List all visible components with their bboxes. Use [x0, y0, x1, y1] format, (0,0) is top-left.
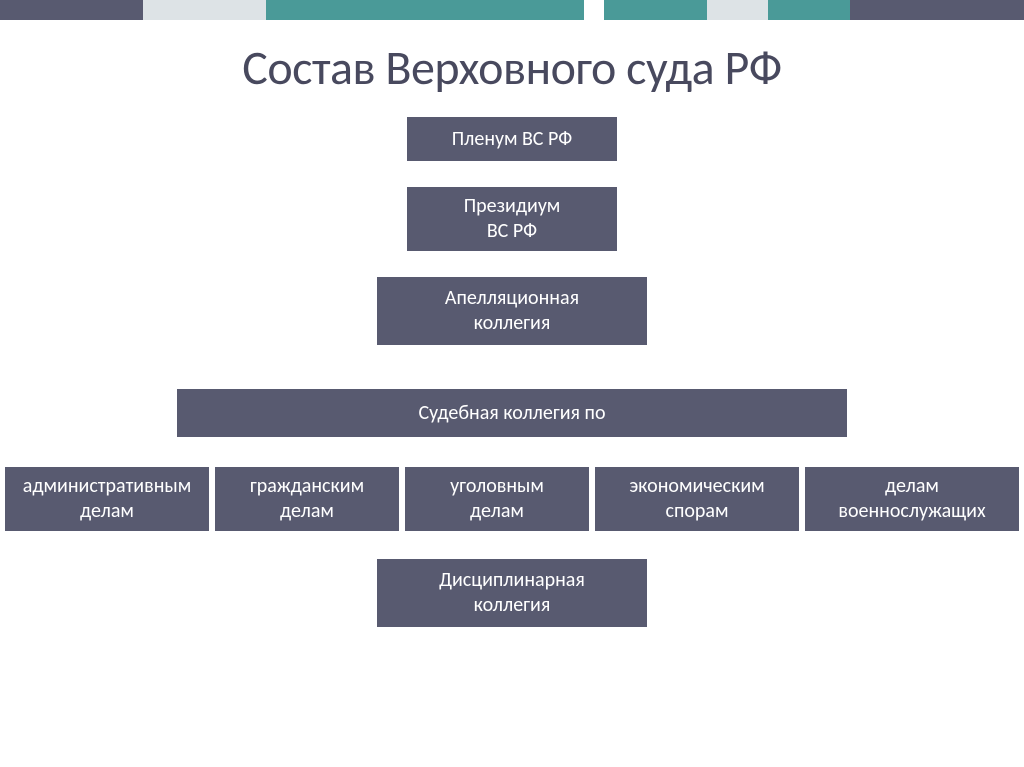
border-segment: [584, 0, 604, 20]
border-segment: [0, 0, 143, 20]
box-presidium: ПрезидиумВС РФ: [406, 186, 618, 252]
border-segment: [850, 0, 1024, 20]
box-appeal-label: Апелляционнаяколлегия: [445, 286, 579, 336]
collegium-cells-row: административнымделам гражданскимделам уго…: [4, 466, 1020, 532]
collegium-cell: уголовнымделам: [404, 466, 590, 532]
collegium-cell-label: экономическимспорам: [629, 474, 764, 524]
border-segment: [707, 0, 768, 20]
collegium-cell: гражданскимделам: [214, 466, 400, 532]
collegium-cell: административнымделам: [4, 466, 210, 532]
box-presidium-label: ПрезидиумВС РФ: [464, 194, 561, 244]
box-disciplinary-label: Дисциплинарнаяколлегия: [439, 568, 585, 618]
border-segment: [143, 0, 266, 20]
box-disciplinary: Дисциплинарнаяколлегия: [376, 558, 648, 628]
border-segment: [266, 0, 583, 20]
box-appeal: Апелляционнаяколлегия: [376, 276, 648, 346]
box-plenum-label: Пленум ВС РФ: [452, 127, 573, 152]
collegium-cell: деламвоеннослужащих: [804, 466, 1020, 532]
slide-title: Состав Верховного суда РФ: [0, 38, 1024, 97]
slide: Состав Верховного суда РФ Пленум ВС РФ П…: [0, 0, 1024, 767]
collegium-cell-label: уголовнымделам: [450, 474, 544, 524]
collegium-cell: экономическимспорам: [594, 466, 800, 532]
border-segment: [768, 0, 850, 20]
collegium-cell-label: административнымделам: [23, 474, 192, 524]
collegium-cell-label: деламвоеннослужащих: [838, 474, 985, 524]
collegium-cell-label: гражданскимделам: [250, 474, 364, 524]
box-judicial-label: Судебная коллегия по: [418, 401, 605, 426]
border-segment: [604, 0, 706, 20]
decorative-top-border: [0, 0, 1024, 20]
box-judicial-collegium: Судебная коллегия по: [176, 388, 848, 438]
box-plenum: Пленум ВС РФ: [406, 116, 618, 162]
